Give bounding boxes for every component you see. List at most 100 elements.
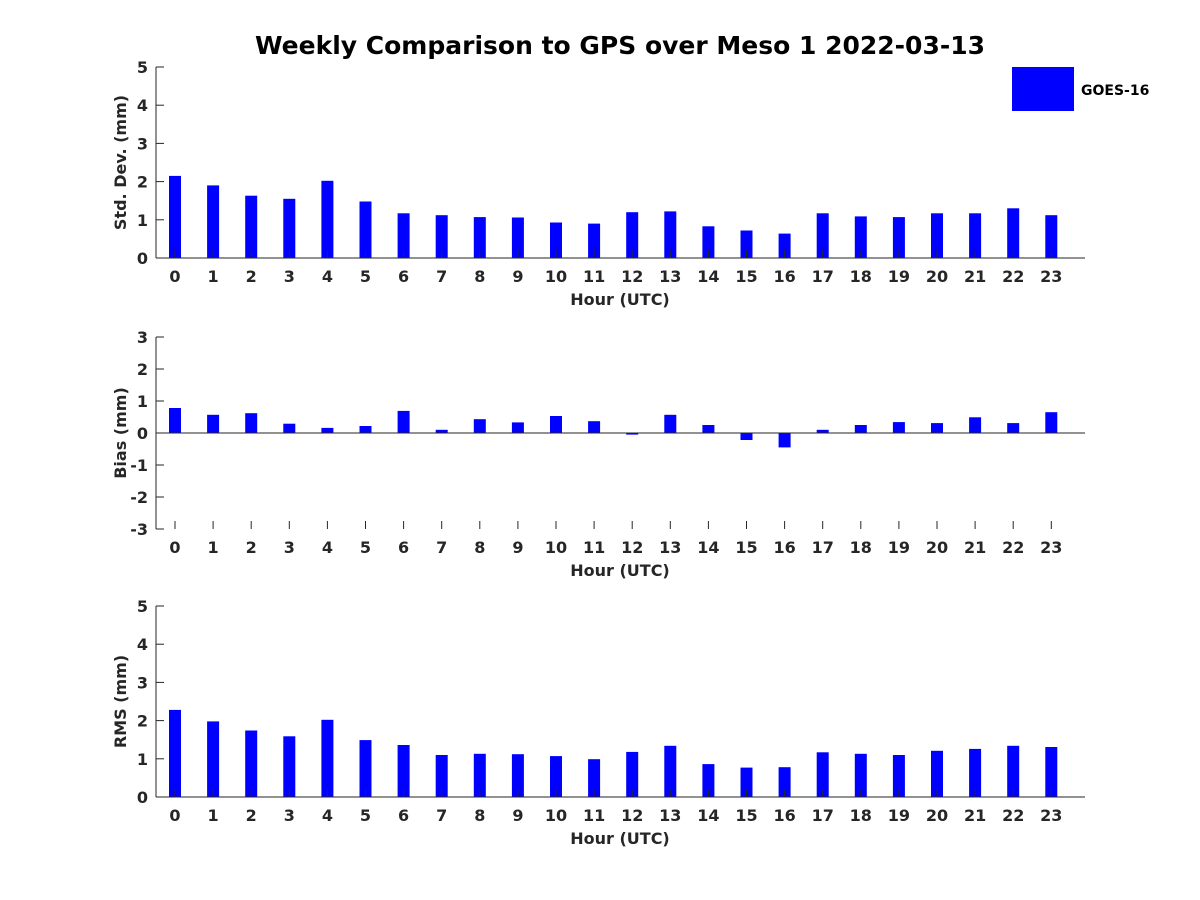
xtick-label-bias-23: 23: [1040, 538, 1062, 557]
ytick-label-bias-0: 0: [137, 424, 148, 443]
bar-bias-15: [740, 433, 753, 440]
xtick-label-rms-17: 17: [812, 806, 834, 825]
bar-bias-6: [397, 410, 410, 433]
bar-rms-21: [969, 748, 982, 797]
xtick-label-stddev-3: 3: [284, 267, 295, 286]
ytick-label-stddev-3: 3: [137, 134, 148, 153]
xtick-label-stddev-20: 20: [926, 267, 948, 286]
ytick-label-stddev-0: 0: [137, 249, 148, 268]
bar-stddev-15: [740, 230, 753, 258]
bar-rms-3: [283, 736, 296, 797]
bar-rms-0: [169, 709, 181, 797]
ytick-label-bias--3: -3: [130, 520, 148, 539]
xtick-label-rms-18: 18: [850, 806, 872, 825]
xtick-label-bias-17: 17: [812, 538, 834, 557]
bar-bias-20: [931, 423, 943, 433]
legend: GOES-16: [1012, 67, 1149, 111]
bar-rms-14: [702, 764, 715, 797]
bar-rms-23: [1045, 747, 1058, 797]
bar-rms-1: [207, 721, 220, 797]
xtick-label-bias-0: 0: [169, 538, 180, 557]
xtick-label-stddev-18: 18: [850, 267, 872, 286]
bar-bias-23: [1045, 412, 1058, 433]
xtick-label-rms-15: 15: [735, 806, 757, 825]
bar-bias-0: [169, 408, 181, 433]
bar-rms-9: [511, 754, 524, 797]
xtick-label-bias-20: 20: [926, 538, 948, 557]
xtick-label-rms-1: 1: [208, 806, 219, 825]
xtick-label-bias-18: 18: [850, 538, 872, 557]
ytick-label-rms-0: 0: [137, 788, 148, 807]
xtick-label-stddev-1: 1: [208, 267, 219, 286]
bar-stddev-21: [969, 213, 982, 258]
bar-stddev-3: [283, 198, 296, 258]
xtick-label-stddev-5: 5: [360, 267, 371, 286]
bar-stddev-9: [511, 217, 524, 258]
xtick-label-stddev-2: 2: [246, 267, 257, 286]
xtick-label-rms-8: 8: [474, 806, 485, 825]
xtick-label-stddev-10: 10: [545, 267, 567, 286]
ylabel-bias: Bias (mm): [111, 387, 130, 479]
ytick-label-bias-3: 3: [137, 328, 148, 347]
xtick-label-stddev-0: 0: [169, 267, 180, 286]
bar-stddev-14: [702, 226, 715, 258]
bar-stddev-7: [435, 215, 448, 258]
bar-rms-2: [245, 730, 258, 797]
ytick-label-stddev-1: 1: [137, 211, 148, 230]
legend-swatch-goes16: [1012, 67, 1074, 111]
xtick-label-rms-13: 13: [659, 806, 681, 825]
ytick-label-rms-5: 5: [137, 597, 148, 616]
bar-rms-10: [550, 756, 562, 797]
bar-bias-9: [511, 422, 524, 433]
bar-stddev-18: [854, 216, 867, 258]
xtick-label-bias-8: 8: [474, 538, 485, 557]
xtick-label-rms-4: 4: [322, 806, 333, 825]
ytick-label-bias--1: -1: [130, 456, 148, 475]
xtick-label-bias-14: 14: [697, 538, 719, 557]
xtick-label-stddev-9: 9: [512, 267, 523, 286]
xtick-label-rms-11: 11: [583, 806, 605, 825]
xtick-label-bias-19: 19: [888, 538, 910, 557]
ytick-label-rms-1: 1: [137, 750, 148, 769]
bar-bias-21: [969, 417, 982, 433]
bar-bias-5: [359, 426, 372, 433]
ylabel-rms: RMS (mm): [111, 655, 130, 748]
bar-rms-7: [435, 755, 448, 797]
xtick-label-stddev-14: 14: [697, 267, 719, 286]
xtick-label-stddev-21: 21: [964, 267, 986, 286]
xtick-label-bias-5: 5: [360, 538, 371, 557]
xtick-label-stddev-4: 4: [322, 267, 333, 286]
xtick-label-bias-21: 21: [964, 538, 986, 557]
ytick-label-stddev-5: 5: [137, 58, 148, 77]
xtick-label-stddev-22: 22: [1002, 267, 1024, 286]
xtick-label-bias-22: 22: [1002, 538, 1024, 557]
xtick-label-bias-10: 10: [545, 538, 567, 557]
xtick-label-rms-0: 0: [169, 806, 180, 825]
xtick-label-stddev-19: 19: [888, 267, 910, 286]
xtick-label-rms-6: 6: [398, 806, 409, 825]
xtick-label-stddev-6: 6: [398, 267, 409, 286]
bar-rms-20: [931, 750, 943, 797]
bar-bias-12: [626, 433, 639, 435]
bar-bias-13: [664, 414, 677, 433]
bar-stddev-17: [816, 213, 829, 258]
ylabel-stddev: Std. Dev. (mm): [111, 95, 130, 230]
bar-rms-22: [1007, 745, 1020, 797]
xtick-label-bias-9: 9: [512, 538, 523, 557]
bar-stddev-12: [626, 212, 639, 258]
bar-stddev-16: [778, 233, 791, 258]
bar-stddev-2: [245, 195, 258, 258]
bar-bias-1: [207, 414, 220, 433]
xtick-label-rms-19: 19: [888, 806, 910, 825]
bar-rms-6: [397, 745, 410, 797]
bar-rms-15: [740, 767, 753, 797]
bar-stddev-13: [664, 211, 677, 258]
bar-bias-18: [854, 425, 867, 433]
bar-rms-18: [854, 753, 867, 797]
bar-rms-5: [359, 740, 372, 797]
bar-rms-12: [626, 751, 639, 797]
xtick-label-rms-5: 5: [360, 806, 371, 825]
